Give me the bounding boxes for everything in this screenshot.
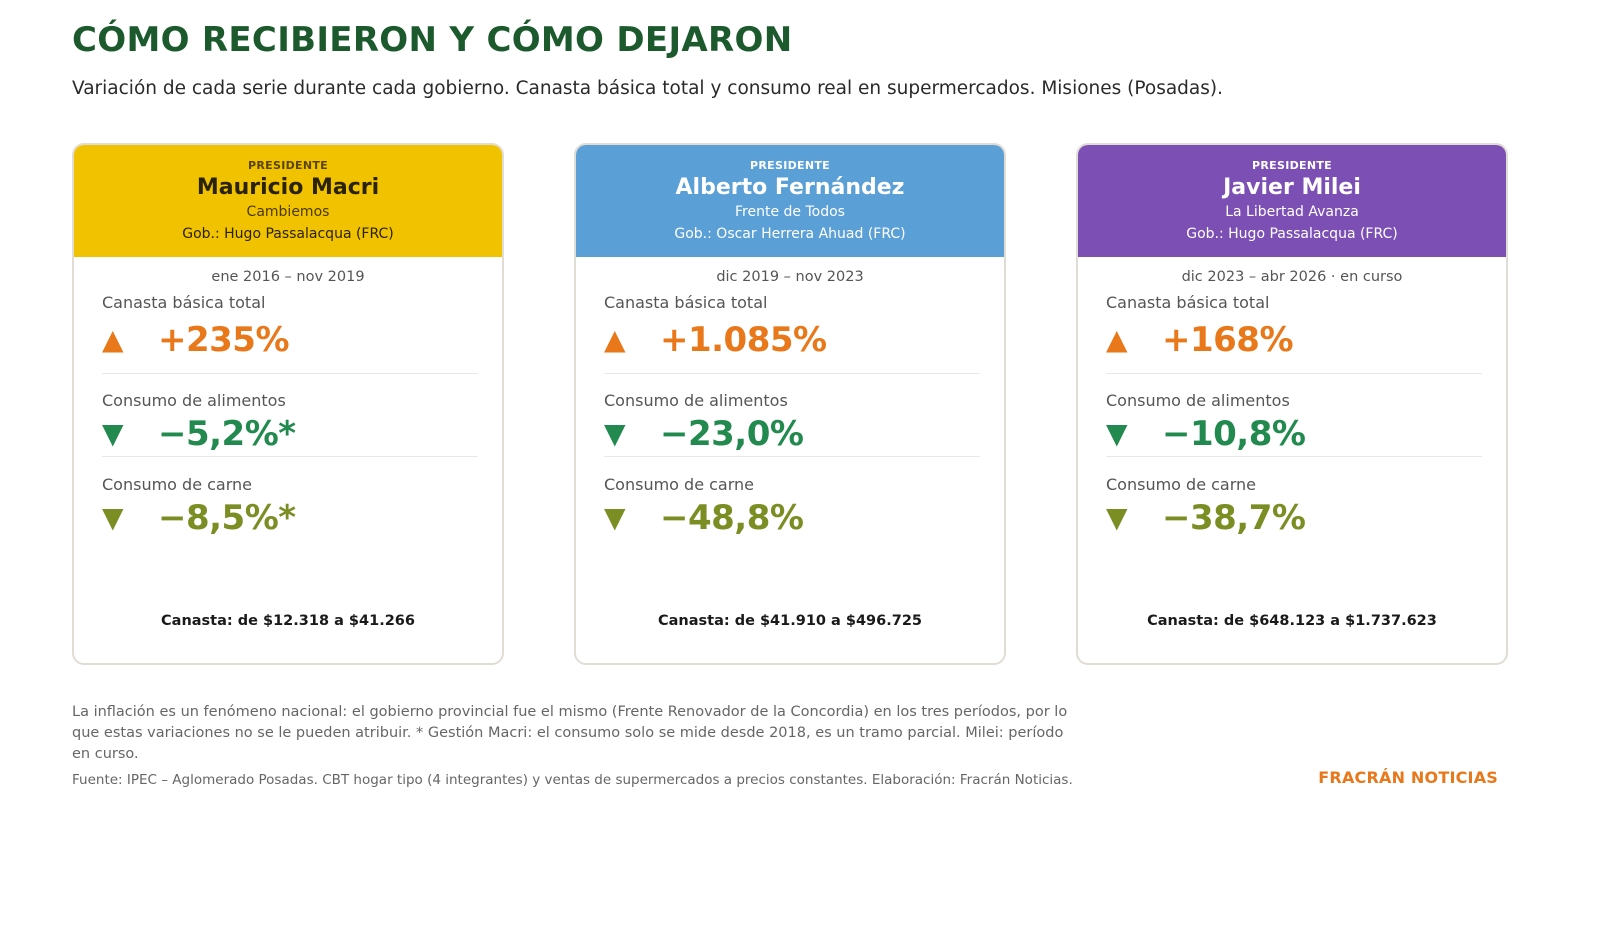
president-label: PRESIDENTE	[750, 159, 830, 172]
metric-carne: Consumo de carne ▼ −38,7%	[1106, 475, 1482, 538]
metric-label: Consumo de alimentos	[102, 391, 286, 410]
metric-value: −8,5%*	[158, 498, 296, 538]
card-header: PRESIDENTE Mauricio Macri Cambiemos Gob.…	[74, 145, 502, 257]
page-subtitle: Variación de cada serie durante cada gob…	[72, 78, 1223, 99]
metric-alimentos: Consumo de alimentos ▼ −5,2%*	[102, 391, 478, 454]
footnote: La inflación es un fenómeno nacional: el…	[72, 704, 1068, 762]
arrow-up-icon: ▲	[102, 323, 124, 356]
governor: Gob.: Hugo Passalacqua (FRC)	[182, 226, 394, 242]
metric-label: Canasta básica total	[604, 293, 768, 312]
canasta-range: Canasta: de $12.318 a $41.266	[161, 613, 415, 629]
metric-label: Consumo de carne	[102, 475, 253, 494]
card-header: PRESIDENTE Javier Milei La Libertad Avan…	[1078, 145, 1506, 257]
arrow-down-icon: ▼	[1106, 417, 1128, 450]
arrow-down-icon: ▼	[604, 417, 626, 450]
arrow-down-icon: ▼	[1106, 501, 1128, 534]
canasta-range: Canasta: de $41.910 a $496.725	[657, 613, 923, 629]
card-header: PRESIDENTE Alberto Fernández Frente de T…	[576, 145, 1004, 257]
governor: Gob.: Hugo Passalacqua (FRC)	[1186, 226, 1398, 242]
arrow-down-icon: ▼	[604, 501, 626, 534]
metric-value: −10,8%	[1162, 414, 1306, 454]
metric-label: Canasta básica total	[102, 293, 266, 312]
divider	[1106, 373, 1482, 374]
period: dic 2019 – nov 2023	[716, 269, 864, 285]
card-macri: PRESIDENTE Mauricio Macri Cambiemos Gob.…	[72, 143, 504, 665]
president-party: Cambiemos	[246, 204, 330, 220]
brand-logo: FRACRÁN NOTICIAS	[1318, 768, 1498, 787]
arrow-down-icon: ▼	[102, 417, 124, 450]
metric-carne: Consumo de carne ▼ −48,8%	[604, 475, 980, 538]
metric-label: Consumo de carne	[604, 475, 755, 494]
divider	[604, 456, 980, 457]
divider	[1106, 456, 1482, 457]
metric-canasta: Canasta básica total ▲ +168%	[1106, 293, 1482, 360]
president-party: La Libertad Avanza	[1225, 204, 1359, 220]
president-label: PRESIDENTE	[1252, 159, 1332, 172]
metric-canasta: Canasta básica total ▲ +1.085%	[604, 293, 980, 360]
governor: Gob.: Oscar Herrera Ahuad (FRC)	[674, 226, 906, 242]
metric-label: Consumo de carne	[1106, 475, 1257, 494]
metric-value: −5,2%*	[158, 414, 296, 454]
canasta-range: Canasta: de $648.123 a $1.737.623	[1147, 613, 1437, 629]
metric-canasta: Canasta básica total ▲ +235%	[102, 293, 478, 360]
divider	[102, 373, 478, 374]
president-name: Mauricio Macri	[196, 175, 380, 200]
arrow-up-icon: ▲	[604, 323, 626, 356]
metric-label: Consumo de alimentos	[1106, 391, 1290, 410]
president-name: Alberto Fernández	[675, 175, 905, 200]
metric-label: Canasta básica total	[1106, 293, 1270, 312]
president-name: Javier Milei	[1223, 175, 1361, 200]
arrow-up-icon: ▲	[1106, 323, 1128, 356]
president-label: PRESIDENTE	[248, 159, 328, 172]
period: dic 2023 – abr 2026 · en curso	[1181, 269, 1403, 285]
card-milei: PRESIDENTE Javier Milei La Libertad Avan…	[1076, 143, 1508, 665]
metric-value: +1.085%	[660, 320, 827, 360]
arrow-down-icon: ▼	[102, 501, 124, 534]
page-title: CÓMO RECIBIERON Y CÓMO DEJARON	[72, 20, 793, 60]
card-fernandez: PRESIDENTE Alberto Fernández Frente de T…	[574, 143, 1006, 665]
metric-value: +168%	[1162, 320, 1294, 360]
president-party: Frente de Todos	[735, 204, 845, 220]
divider	[102, 456, 478, 457]
metric-alimentos: Consumo de alimentos ▼ −23,0%	[604, 391, 980, 454]
metric-carne: Consumo de carne ▼ −8,5%*	[102, 475, 478, 538]
divider	[604, 373, 980, 374]
metric-value: −38,7%	[1162, 498, 1306, 538]
metric-value: +235%	[158, 320, 290, 360]
metric-value: −48,8%	[660, 498, 804, 538]
source-note: Fuente: IPEC – Aglomerado Posadas. CBT h…	[72, 772, 1073, 788]
metric-value: −23,0%	[660, 414, 804, 454]
metric-alimentos: Consumo de alimentos ▼ −10,8%	[1106, 391, 1482, 454]
metric-label: Consumo de alimentos	[604, 391, 788, 410]
period: ene 2016 – nov 2019	[211, 269, 365, 285]
